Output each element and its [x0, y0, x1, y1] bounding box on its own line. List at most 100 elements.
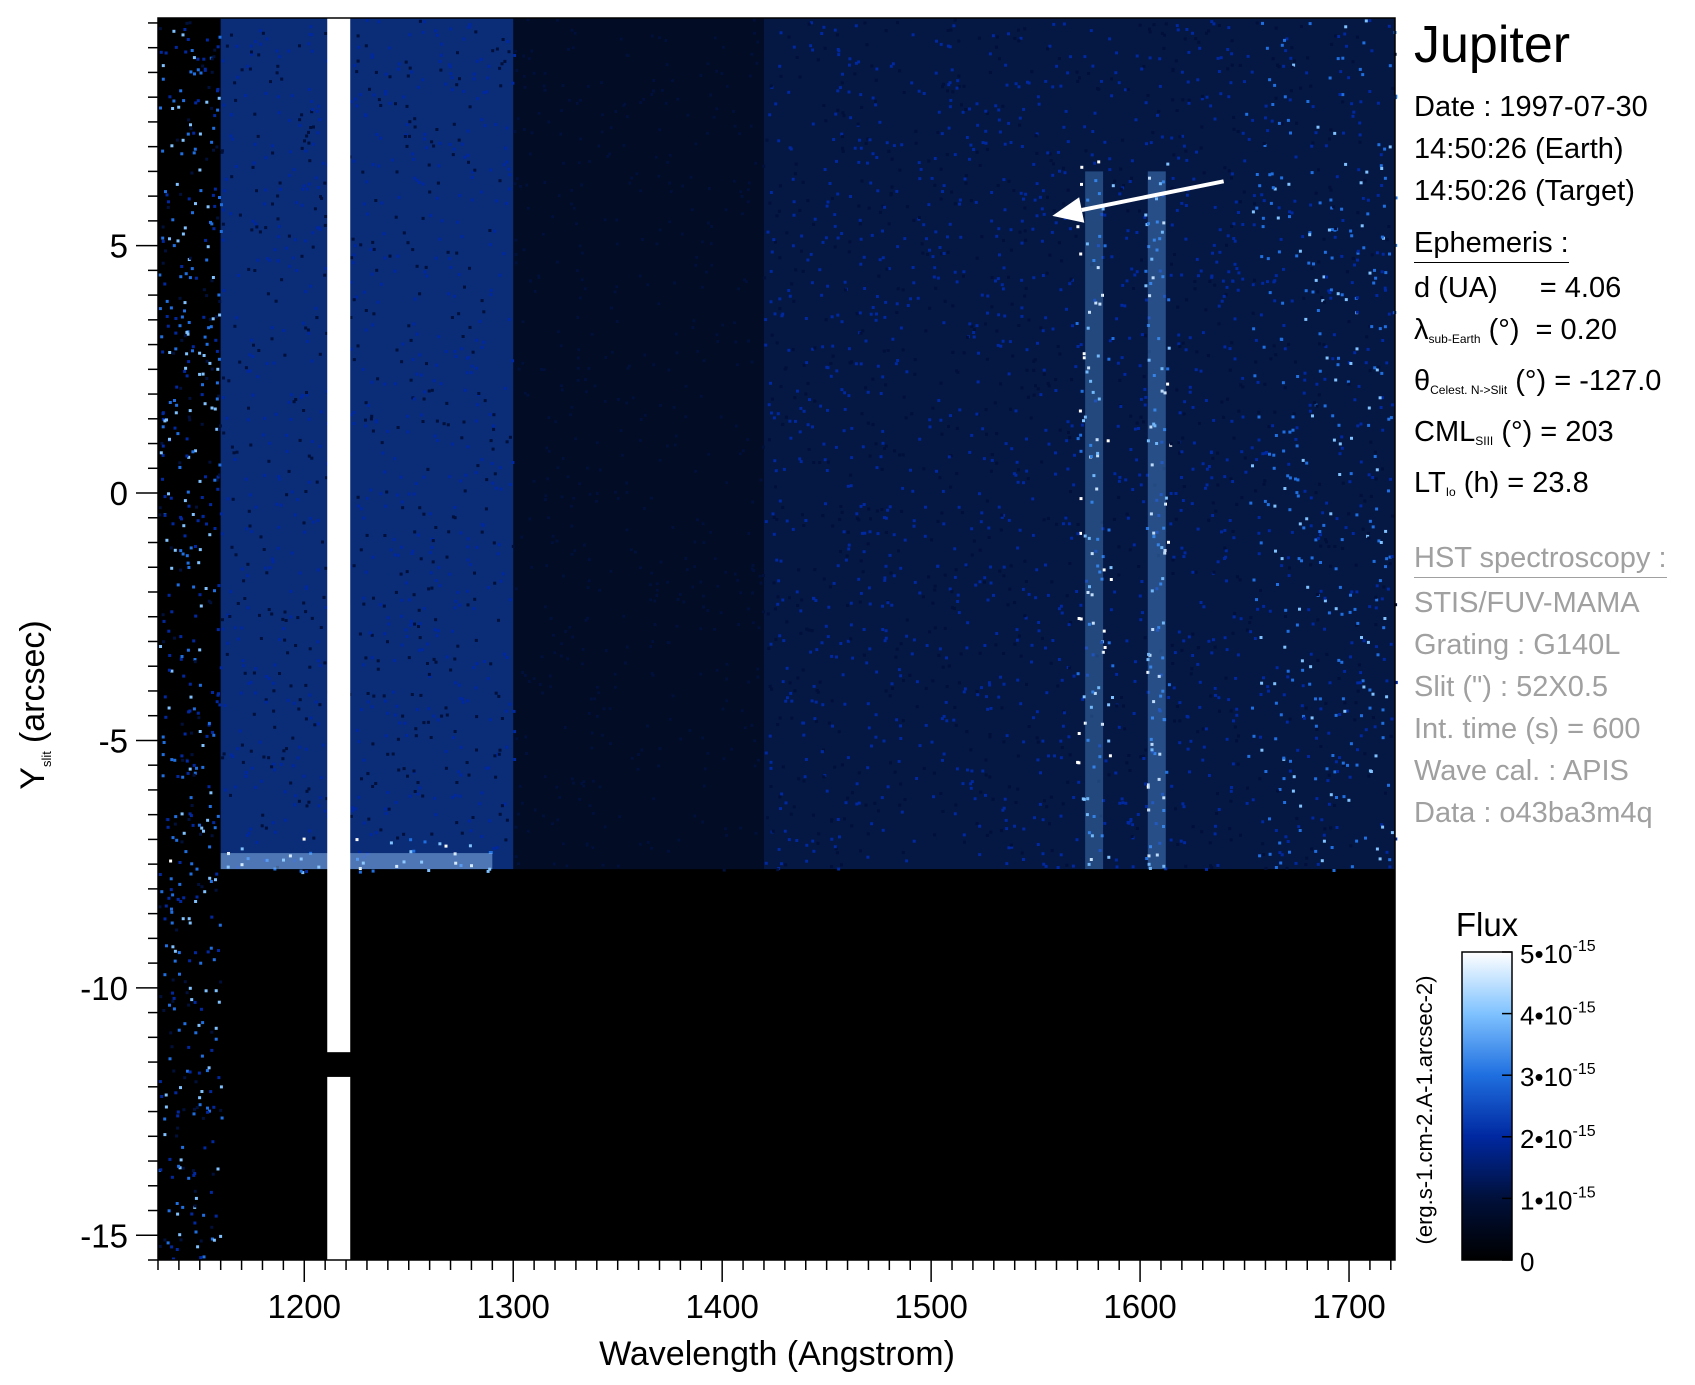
speckle	[1273, 410, 1277, 414]
speckle	[704, 270, 708, 274]
speckle	[700, 285, 704, 289]
speckle	[460, 347, 464, 351]
speckle	[1099, 814, 1103, 818]
speckle	[696, 518, 699, 522]
speckle	[1180, 70, 1184, 74]
speckle	[1360, 224, 1364, 228]
speckle	[660, 88, 664, 92]
slit-size: Slit (") : 52X0.5	[1414, 671, 1609, 703]
speckle	[159, 1168, 163, 1172]
speckle	[880, 467, 884, 471]
speckle	[1255, 21, 1259, 25]
speckle	[231, 497, 235, 501]
speckle	[1114, 71, 1118, 75]
speckle	[939, 792, 943, 795]
speckle	[470, 198, 474, 202]
speckle	[405, 104, 409, 108]
speckle	[1000, 706, 1004, 710]
speckle	[1125, 279, 1129, 283]
speckle	[941, 758, 944, 762]
speckle	[177, 1164, 181, 1168]
speckle	[353, 244, 357, 248]
speckle	[164, 715, 168, 719]
speckle	[1158, 709, 1162, 713]
speckle	[1145, 298, 1148, 302]
speckle	[454, 355, 458, 358]
speckle	[1228, 827, 1232, 831]
speckle	[1366, 534, 1370, 538]
speckle	[982, 457, 986, 461]
speckle	[1068, 666, 1072, 670]
speckle	[427, 389, 431, 393]
speckle	[481, 523, 485, 527]
speckle	[218, 923, 222, 927]
speckle	[505, 440, 509, 444]
speckle	[469, 829, 473, 833]
speckle	[699, 580, 703, 584]
speckle	[936, 131, 940, 134]
speckle	[178, 296, 182, 300]
speckle	[876, 532, 880, 536]
speckle	[1029, 416, 1033, 420]
speckle	[819, 404, 823, 408]
speckle	[1235, 713, 1239, 717]
speckle	[1359, 460, 1363, 464]
speckle	[1213, 832, 1217, 836]
speckle	[270, 337, 274, 341]
speckle	[220, 203, 223, 207]
speckle	[1086, 797, 1090, 801]
speckle	[859, 93, 863, 97]
speckle	[1230, 224, 1234, 228]
speckle	[1387, 225, 1391, 228]
speckle	[1372, 559, 1376, 563]
speckle	[442, 422, 446, 426]
speckle	[640, 238, 644, 241]
speckle	[692, 319, 696, 323]
speckle	[382, 694, 386, 698]
speckle	[595, 714, 599, 718]
speckle	[1091, 64, 1095, 68]
speckle	[1342, 763, 1346, 767]
speckle	[1245, 628, 1249, 632]
speckle	[1146, 785, 1150, 789]
speckle	[1345, 44, 1348, 48]
speckle	[371, 240, 375, 244]
speckle	[1164, 867, 1168, 871]
speckle	[883, 576, 887, 580]
speckle	[1262, 142, 1266, 145]
speckle	[398, 721, 401, 725]
speckle	[1124, 88, 1127, 92]
speckle	[307, 130, 310, 134]
speckle	[435, 419, 439, 423]
y-axis-label: Yslit(arcsec)	[14, 620, 54, 789]
speckle	[305, 587, 308, 591]
speckle	[1145, 142, 1148, 146]
speckle	[489, 662, 493, 666]
speckle	[199, 604, 203, 608]
speckle	[825, 469, 829, 472]
speckle	[828, 585, 832, 589]
speckle	[710, 263, 714, 267]
speckle	[186, 332, 190, 336]
speckle	[438, 842, 442, 846]
speckle	[1098, 755, 1102, 759]
speckle	[324, 267, 328, 270]
speckle	[816, 841, 820, 845]
speckle	[809, 650, 813, 654]
speckle	[189, 872, 193, 876]
speckle	[498, 748, 502, 752]
speckle	[1061, 724, 1065, 728]
speckle	[1223, 475, 1227, 479]
speckle	[867, 586, 871, 590]
speckle	[1210, 476, 1214, 480]
speckle	[1011, 354, 1015, 358]
speckle	[172, 1069, 176, 1073]
speckle	[282, 627, 286, 631]
speckle	[1178, 741, 1182, 745]
speckle	[927, 203, 931, 207]
speckle	[221, 627, 225, 631]
speckle	[1272, 344, 1276, 348]
speckle	[871, 377, 875, 381]
speckle	[773, 607, 777, 611]
speckle	[1130, 176, 1133, 180]
